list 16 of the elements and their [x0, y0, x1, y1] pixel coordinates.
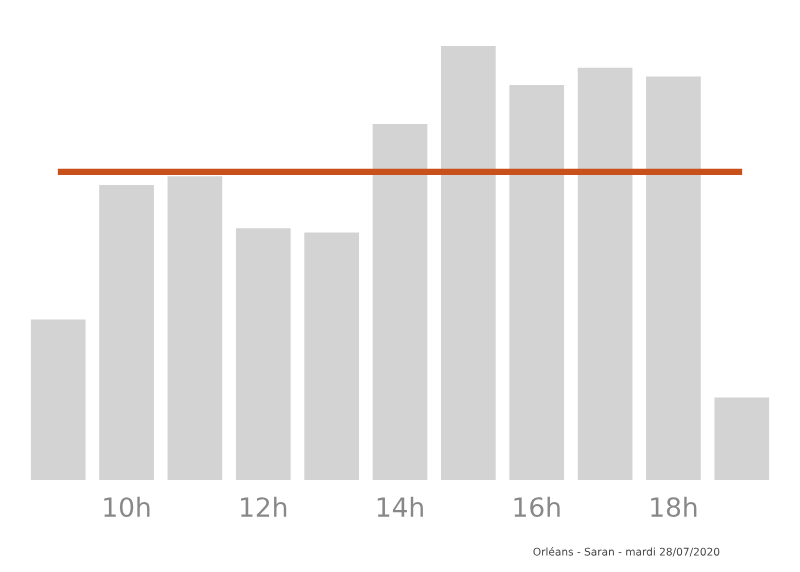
bar: [646, 76, 701, 480]
x-tick-label: 18h: [651, 496, 697, 518]
bar: [372, 124, 428, 480]
x-tick-label: 12h: [241, 496, 287, 517]
bar: [441, 46, 496, 480]
x-tick-label: 14h: [377, 496, 423, 517]
bar: [167, 176, 223, 480]
bar: [99, 184, 154, 480]
bar: [577, 67, 633, 480]
bar: [235, 228, 291, 480]
x-tick-label: 10h: [104, 496, 150, 518]
x-tick-label: 16h: [514, 496, 560, 518]
bar: [30, 319, 86, 480]
bar: [714, 397, 770, 480]
bar: [509, 85, 565, 480]
bar: [304, 232, 359, 480]
